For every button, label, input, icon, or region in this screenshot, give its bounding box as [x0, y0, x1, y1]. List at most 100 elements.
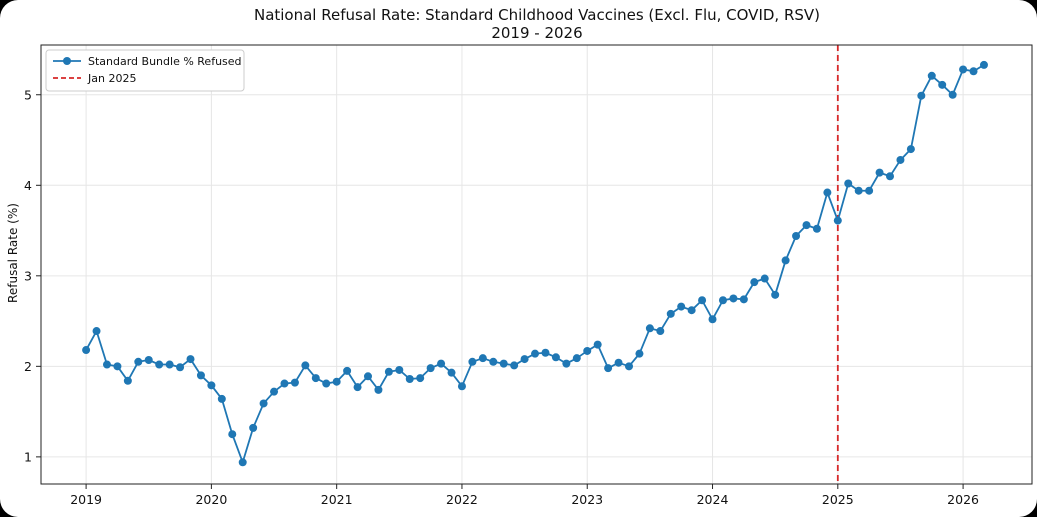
data-point	[906, 145, 915, 154]
data-point	[405, 375, 414, 383]
data-point	[270, 387, 279, 396]
data-point	[948, 90, 957, 99]
data-point	[249, 423, 258, 432]
legend-series-label: Standard Bundle % Refused	[88, 55, 242, 68]
data-point	[959, 65, 968, 74]
data-point	[290, 378, 299, 387]
data-point	[896, 155, 905, 164]
data-point	[82, 346, 91, 355]
data-point	[823, 188, 832, 197]
legend-refline-label: Jan 2025	[87, 72, 136, 85]
data-point	[656, 327, 665, 336]
data-point	[363, 372, 372, 381]
data-point	[781, 256, 790, 265]
data-point	[917, 91, 926, 100]
y-tick-label: 5	[24, 87, 32, 102]
data-point	[531, 349, 540, 358]
x-tick-label: 2021	[321, 492, 353, 507]
data-point	[938, 80, 947, 89]
x-tick-label: 2019	[70, 492, 102, 507]
data-point	[854, 186, 863, 195]
series-layer	[82, 60, 988, 467]
data-point	[771, 290, 780, 299]
x-tick-label: 2024	[697, 492, 729, 507]
data-point	[572, 354, 581, 363]
legend-box	[45, 49, 245, 92]
y-axis-label: Refusal Rate (%)	[6, 203, 20, 303]
data-point	[541, 348, 550, 357]
data-point	[134, 357, 143, 366]
data-point	[677, 302, 686, 311]
data-point	[729, 294, 738, 303]
data-point	[865, 186, 874, 195]
data-point	[593, 340, 602, 349]
data-point	[92, 327, 101, 336]
data-point	[551, 353, 560, 362]
x-tick-label: 2023	[571, 492, 603, 507]
data-point	[176, 363, 185, 372]
x-tick-label: 2022	[446, 492, 478, 507]
data-point	[927, 71, 936, 80]
y-tick-label: 3	[24, 268, 32, 283]
x-tick-label: 2025	[822, 492, 854, 507]
data-point	[718, 296, 727, 305]
legend-series-marker	[63, 57, 71, 65]
data-point	[562, 359, 571, 368]
data-point	[280, 379, 289, 388]
grid	[41, 45, 1032, 484]
data-point	[625, 362, 633, 371]
data-point	[886, 172, 895, 181]
data-point	[739, 295, 748, 304]
data-point	[186, 355, 195, 364]
data-point	[844, 179, 853, 188]
data-point	[666, 309, 675, 318]
data-point	[833, 216, 842, 225]
data-point	[583, 346, 592, 355]
data-point	[698, 296, 707, 305]
data-point	[301, 361, 310, 370]
legend: Standard Bundle % Refused Jan 2025	[45, 49, 245, 92]
x-tick-label: 2020	[195, 492, 227, 507]
data-point	[437, 359, 446, 368]
data-point	[353, 383, 362, 392]
data-point	[395, 365, 404, 374]
data-point	[645, 324, 654, 333]
data-point	[113, 362, 122, 371]
data-point	[238, 458, 247, 467]
data-point	[687, 306, 696, 315]
chart-title: National Refusal Rate: Standard Childhoo…	[254, 6, 820, 24]
data-point	[123, 376, 132, 385]
data-point	[343, 366, 352, 375]
data-point	[144, 355, 153, 364]
data-point	[969, 67, 978, 76]
data-point	[875, 168, 884, 177]
data-point	[447, 368, 456, 377]
data-point	[155, 360, 164, 369]
data-point	[792, 231, 801, 240]
data-point	[520, 355, 529, 364]
data-point	[196, 371, 205, 380]
axis-ticks: 2019 2020 2021 2022 2023 2024 2025 2026 1 2 3 4 5	[24, 87, 979, 507]
data-point	[812, 224, 821, 233]
chart-subtitle: 2019 - 2026	[491, 24, 582, 42]
data-point	[207, 381, 216, 390]
data-point	[478, 354, 487, 363]
data-point	[635, 349, 644, 358]
x-tick-label: 2026	[947, 492, 979, 507]
data-point	[979, 60, 988, 69]
data-point	[259, 399, 268, 408]
data-point	[499, 359, 508, 368]
data-point	[750, 278, 759, 287]
data-point	[426, 364, 435, 373]
data-point	[102, 360, 111, 369]
data-point	[802, 221, 811, 230]
data-point	[311, 374, 320, 383]
y-tick-label: 1	[24, 449, 32, 464]
data-point	[457, 382, 466, 391]
data-point	[332, 377, 341, 386]
data-point	[510, 361, 519, 370]
data-point	[604, 364, 613, 373]
data-point	[228, 430, 237, 439]
